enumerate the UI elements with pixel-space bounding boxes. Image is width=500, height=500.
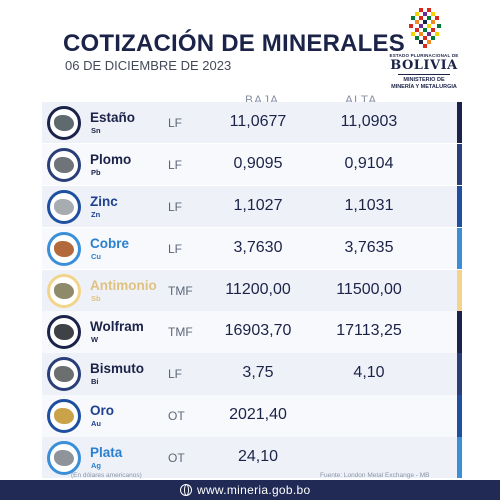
mineral-row: Estaño Sn LF 11,0677 11,0903 [42,102,462,144]
mineral-row: Plata Ag OT 24,10 [42,437,462,479]
mineral-price-high: 11,0903 [340,113,398,130]
mineral-row: Antimonio Sb TMF 11200,00 11500,00 [42,269,462,311]
mineral-price-low: 11,0677 [229,113,287,130]
mineral-row: Plomo Pb LF 0,9095 0,9104 [42,143,462,186]
row-accent-stripe [457,311,462,353]
row-accent-stripe [457,395,462,437]
mineral-price-high: 1,1031 [344,196,394,214]
mineral-symbol: W [91,335,99,345]
mineral-symbol: Cu [91,251,101,261]
row-accent-stripe [457,437,462,479]
mineral-price-low: 3,7630 [233,238,283,256]
mineral-symbol: Pb [91,167,101,177]
ministry-logo: ESTADO PLURINACIONAL DE BOLIVIA MINISTER… [384,8,464,92]
mineral-icon [47,315,81,350]
mineral-name: Antimonio [90,277,157,293]
mineral-name: Plata [90,445,123,461]
mineral-row: Zinc Zn LF 1,1027 1,1031 [42,185,462,228]
mineral-price-high: 3,7635 [344,238,394,256]
logo-main-text: BOLIVIA [390,58,458,73]
mineral-unit: LF [168,367,183,382]
source-note: Fuente: London Metal Exchange - MB [320,472,430,479]
mineral-price-high: 4,10 [353,364,385,382]
mineral-price-low: 16903,70 [224,322,292,340]
mineral-unit: OT [168,451,185,466]
mineral-symbol: Sb [91,293,101,303]
currency-note: (En dólares americanos) [71,472,142,479]
mineral-name: Estaño [90,110,136,125]
mineral-icon [47,189,81,224]
mineral-table: Estaño Sn LF 11,0677 11,0903 Plomo Pb LF… [42,102,462,479]
logo-sub-line-1: MINISTERIO DE [403,77,445,83]
mineral-price-high: 17113,25 [336,322,402,340]
mineral-unit: LF [168,199,183,214]
row-accent-stripe [457,353,462,395]
website-link[interactable]: www.mineria.gob.bo [197,483,311,497]
row-accent-stripe [457,185,462,228]
mineral-price-high: 11500,00 [336,280,402,298]
logo-divider [398,74,450,75]
globe-icon [180,484,192,496]
mineral-name: Zinc [90,193,118,209]
mineral-name: Oro [90,403,115,419]
mineral-price-low: 0,9095 [233,154,283,172]
mineral-row: Wolfram W TMF 16903,70 17113,25 [42,311,462,353]
logo-sub-line-2: MINERÍA Y METALURGIA [391,83,457,90]
mineral-unit: LF [168,157,183,172]
mineral-price-low: 3,75 [242,364,274,382]
logo-top-text: ESTADO PLURINACIONAL DE [389,53,459,58]
mineral-symbol: Au [91,419,101,429]
mineral-name: Cobre [90,235,130,251]
mineral-price-low: 2021,40 [229,406,287,424]
mineral-unit: LF [168,116,183,130]
mineral-price-high: 0,9104 [344,154,394,172]
mineral-price-low: 24,10 [237,448,279,466]
mineral-price-low: 1,1027 [233,196,283,214]
mineral-icon [47,273,81,308]
mineral-symbol: Bi [91,377,99,387]
mineral-row: Bismuto Bi LF 3,75 4,10 [42,353,462,395]
mineral-symbol: Zn [91,209,101,219]
row-accent-stripe [457,102,462,144]
footer-bar: www.mineria.gob.bo [0,480,500,500]
quote-date: 06 DE DICIEMBRE DE 2023 [65,58,232,73]
mineral-unit: TMF [168,325,193,340]
mineral-icon [47,441,81,476]
mineral-unit: OT [168,409,185,424]
mineral-price-low: 11200,00 [225,280,291,298]
mineral-name: Plomo [90,151,132,167]
mineral-row: Cobre Cu LF 3,7630 3,7635 [42,227,462,269]
mineral-row: Oro Au OT 2021,40 [42,395,462,437]
mineral-unit: LF [168,241,183,256]
mineral-unit: TMF [168,283,193,298]
bolivia-seal-icon [409,8,441,48]
logo-sub-text: MINISTERIO DE MINERÍA Y METALURGIA [384,77,464,90]
row-accent-stripe [457,143,462,186]
mineral-symbol: Sn [91,126,101,135]
mineral-icon [47,399,81,434]
mineral-icon [47,147,81,182]
row-accent-stripe [457,269,462,311]
mineral-icon [47,357,81,392]
mineral-icon [47,231,81,266]
page-title: COTIZACIÓN DE MINERALES [63,30,405,57]
mineral-symbol: Ag [91,461,101,471]
mineral-name: Bismuto [90,361,144,377]
mineral-icon [47,106,81,140]
row-accent-stripe [457,227,462,269]
mineral-name: Wolfram [90,319,144,335]
